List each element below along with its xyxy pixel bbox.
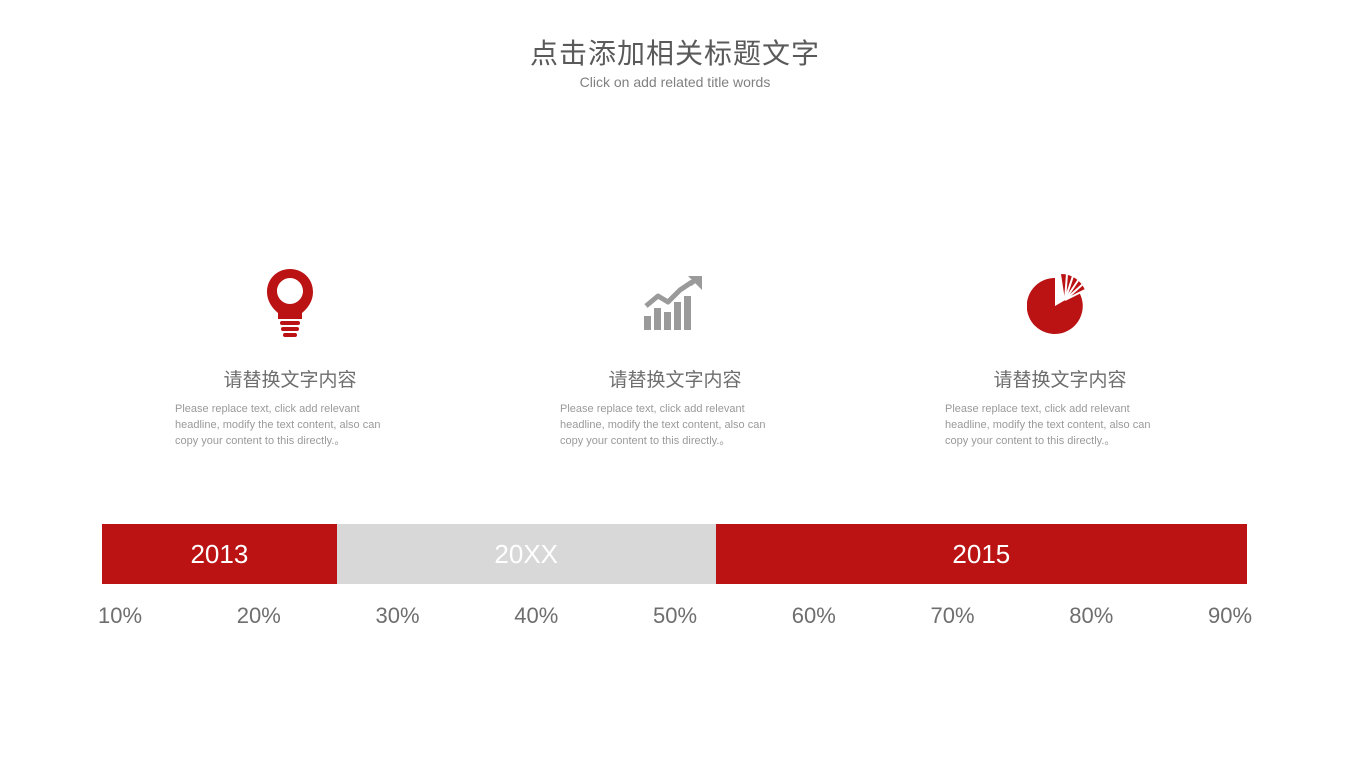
column-2: 请替换文字内容 Please replace text, click add r… [560,265,790,450]
scale-tick: 80% [1061,603,1121,629]
column-body: Please replace text, click add relevant … [560,402,790,450]
bar-segments: 2013 20XX 2015 [102,524,1247,584]
column-3: 请替换文字内容 Please replace text, click add r… [945,265,1175,450]
scale-tick: 60% [784,603,844,629]
scale-tick: 10% [90,603,150,629]
growth-chart-icon [640,265,710,340]
lightbulb-icon [264,265,316,340]
timeline-bar: 2013 20XX 2015 [102,524,1247,584]
bar-segment-2015: 2015 [716,524,1247,584]
column-body: Please replace text, click add relevant … [945,402,1175,450]
column-body: Please replace text, click add relevant … [175,402,405,450]
title-sub: Click on add related title words [0,74,1350,90]
column-1: 请替换文字内容 Please replace text, click add r… [175,265,405,450]
pie-chart-icon [1027,265,1093,340]
slide-header: 点击添加相关标题文字 Click on add related title wo… [0,32,1350,90]
scale-tick: 70% [923,603,983,629]
column-heading: 请替换文字内容 [223,365,356,392]
scale-tick: 30% [368,603,428,629]
scale-tick: 20% [229,603,289,629]
column-heading: 请替换文字内容 [608,365,741,392]
bar-segment-20xx: 20XX [337,524,716,584]
bar-segment-2013: 2013 [102,524,337,584]
scale-tick: 90% [1200,603,1260,629]
feature-columns: 请替换文字内容 Please replace text, click add r… [0,265,1350,450]
title-main: 点击添加相关标题文字 [0,32,1350,72]
column-heading: 请替换文字内容 [993,365,1126,392]
percent-scale: 10% 20% 30% 40% 50% 60% 70% 80% 90% [90,603,1260,629]
scale-tick: 40% [506,603,566,629]
scale-tick: 50% [645,603,705,629]
